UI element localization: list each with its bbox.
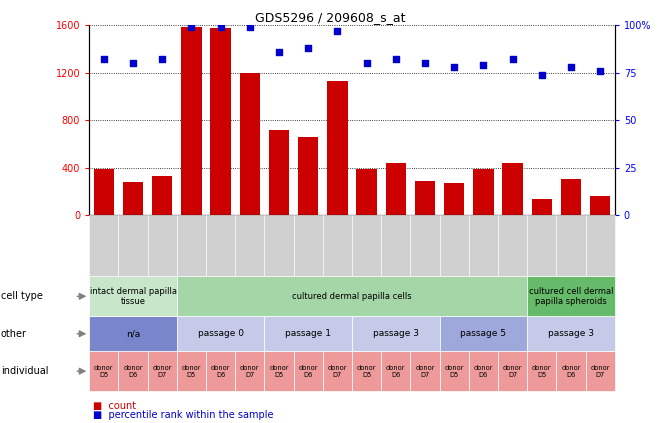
Bar	[239, 73, 260, 215]
Bar	[590, 196, 610, 215]
Text: donor
D6: donor D6	[123, 365, 143, 378]
Bar	[210, 28, 231, 215]
Text: passage 5: passage 5	[460, 329, 506, 338]
Point	[595, 68, 605, 74]
Text: cell type: cell type	[1, 291, 42, 301]
Bar	[94, 169, 114, 215]
Bar	[385, 163, 406, 215]
Bar	[356, 169, 377, 215]
Text: passage 3: passage 3	[373, 329, 419, 338]
Text: donor
D5: donor D5	[357, 365, 376, 378]
Text: intact dermal papilla
tissue: intact dermal papilla tissue	[89, 287, 176, 306]
Point	[507, 56, 518, 63]
Point	[420, 60, 430, 67]
Bar	[502, 163, 523, 215]
Text: ■  percentile rank within the sample: ■ percentile rank within the sample	[93, 409, 273, 420]
Bar	[181, 27, 202, 215]
Bar	[444, 183, 465, 215]
Text: other: other	[1, 329, 26, 339]
Text: donor
D5: donor D5	[269, 365, 289, 378]
Point	[449, 64, 459, 71]
Text: donor
D7: donor D7	[503, 365, 522, 378]
Bar	[269, 129, 290, 215]
Point	[274, 49, 284, 55]
Bar	[298, 137, 319, 215]
Point	[128, 60, 138, 67]
Text: ■  count: ■ count	[93, 401, 136, 411]
Point	[566, 64, 576, 71]
Text: n/a: n/a	[126, 329, 140, 338]
Text: donor
D6: donor D6	[386, 365, 406, 378]
Text: passage 3: passage 3	[548, 329, 594, 338]
Text: donor
D7: donor D7	[415, 365, 435, 378]
Point	[391, 56, 401, 63]
Bar	[152, 176, 173, 215]
Point	[537, 71, 547, 78]
Text: donor
D7: donor D7	[240, 365, 260, 378]
Text: GDS5296 / 209608_s_at: GDS5296 / 209608_s_at	[255, 11, 406, 24]
Bar	[473, 169, 494, 215]
Point	[215, 24, 226, 30]
Text: donor
D6: donor D6	[211, 365, 231, 378]
Bar	[531, 200, 552, 215]
Text: cultured dermal papilla cells: cultured dermal papilla cells	[292, 292, 412, 301]
Text: donor
D6: donor D6	[298, 365, 318, 378]
Point	[303, 45, 313, 52]
Bar	[123, 182, 143, 215]
Bar	[414, 181, 435, 215]
Point	[98, 56, 109, 63]
Point	[332, 27, 342, 34]
Text: donor
D5: donor D5	[182, 365, 201, 378]
Text: donor
D5: donor D5	[94, 365, 114, 378]
Text: donor
D7: donor D7	[328, 365, 347, 378]
Text: passage 1: passage 1	[285, 329, 331, 338]
Point	[157, 56, 167, 63]
Text: individual: individual	[1, 366, 48, 376]
Text: donor
D6: donor D6	[473, 365, 493, 378]
Text: donor
D7: donor D7	[153, 365, 172, 378]
Bar	[561, 179, 581, 215]
Text: donor
D6: donor D6	[561, 365, 581, 378]
Text: donor
D5: donor D5	[532, 365, 551, 378]
Point	[362, 60, 372, 67]
Point	[186, 24, 197, 30]
Text: cultured cell dermal
papilla spheroids: cultured cell dermal papilla spheroids	[529, 287, 613, 306]
Bar	[327, 81, 348, 215]
Text: passage 0: passage 0	[198, 329, 244, 338]
Point	[245, 24, 255, 30]
Text: donor
D5: donor D5	[444, 365, 464, 378]
Point	[478, 62, 488, 69]
Text: donor
D7: donor D7	[590, 365, 610, 378]
